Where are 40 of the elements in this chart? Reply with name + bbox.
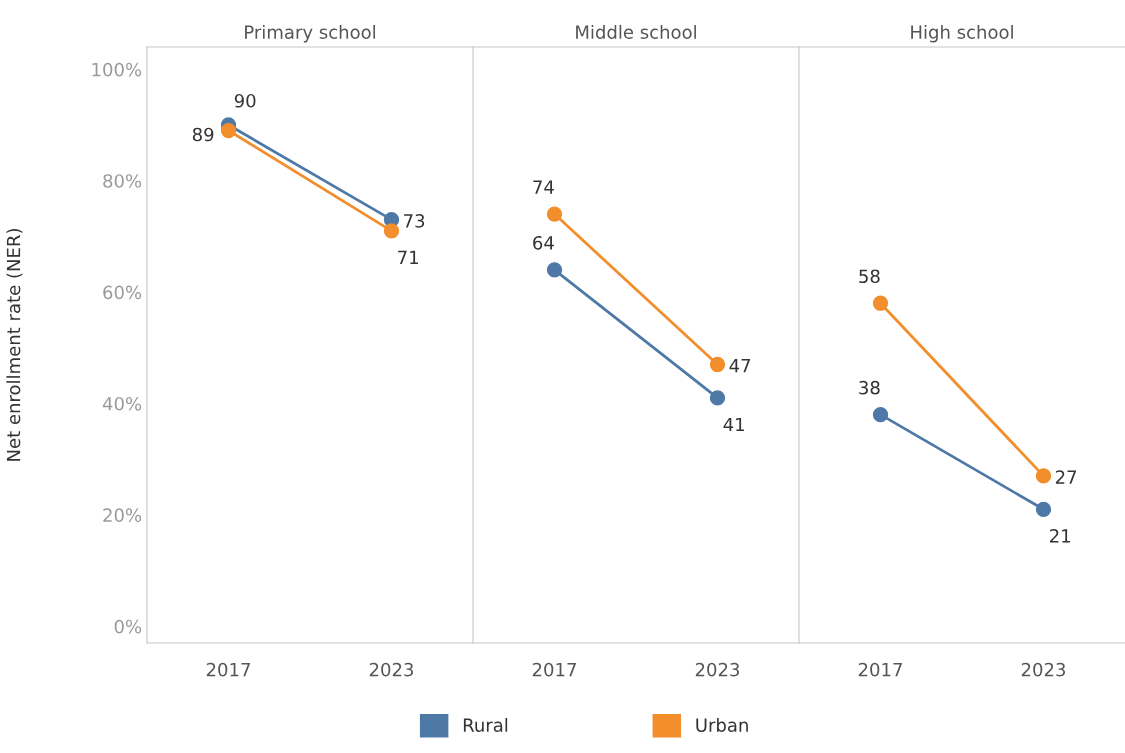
point bbox=[1035, 501, 1052, 517]
chart-title: Primary school bbox=[245, 24, 376, 43]
y-tick-label: 0% bbox=[114, 619, 142, 634]
chart-title: Middle school bbox=[576, 24, 696, 39]
data-label: 41 bbox=[723, 417, 744, 432]
point bbox=[220, 122, 237, 139]
x-tick-label: 2023 bbox=[695, 662, 740, 677]
data-label: 73 bbox=[404, 214, 425, 228]
data-label: 21 bbox=[1050, 529, 1070, 543]
x-tick-label: 2023 bbox=[1021, 662, 1066, 677]
data-label: 71 bbox=[398, 250, 418, 264]
chart-title: High school bbox=[911, 24, 1013, 43]
legend-label: Rural bbox=[463, 717, 508, 732]
data-label: 38 bbox=[859, 380, 880, 395]
point bbox=[872, 295, 889, 311]
point bbox=[1035, 468, 1052, 484]
point bbox=[709, 356, 726, 373]
x-tick-label: 2017 bbox=[206, 662, 250, 677]
point bbox=[546, 206, 563, 222]
data-label: 74 bbox=[533, 180, 554, 194]
data-label: 90 bbox=[234, 93, 256, 108]
y-tick-label: 100% bbox=[92, 62, 142, 77]
point bbox=[709, 390, 726, 406]
y-axis-title: Net enrollment rate (NER) bbox=[6, 229, 23, 461]
y-tick-label: 20% bbox=[103, 508, 142, 522]
point bbox=[546, 262, 563, 278]
data-label: 58 bbox=[859, 269, 880, 284]
legend-label: Urban bbox=[696, 717, 748, 732]
x-tick-label: 2023 bbox=[369, 662, 414, 677]
x-tick-label: 2017 bbox=[858, 662, 902, 677]
point bbox=[383, 223, 400, 239]
y-tick-label: 80% bbox=[103, 174, 142, 188]
y-tick-label: 40% bbox=[102, 396, 142, 411]
data-label: 47 bbox=[729, 359, 751, 373]
data-label: 64 bbox=[533, 235, 554, 250]
data-label: 89 bbox=[192, 127, 214, 142]
data-label: 27 bbox=[1055, 470, 1077, 484]
x-tick-label: 2017 bbox=[532, 662, 576, 677]
y-tick-label: 60% bbox=[103, 285, 142, 300]
point bbox=[872, 406, 889, 423]
